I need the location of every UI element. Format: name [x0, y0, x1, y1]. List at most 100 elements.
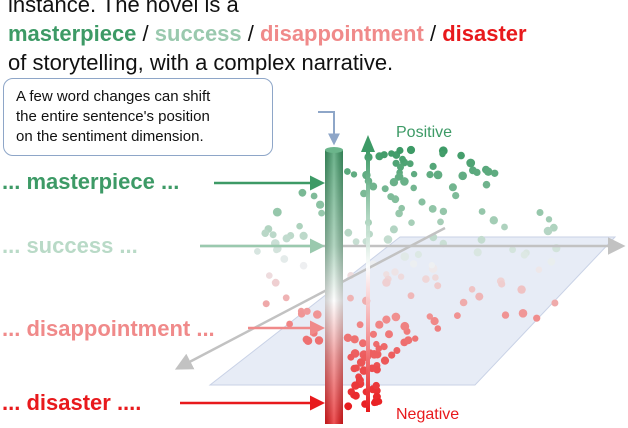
- embedding-point: [393, 347, 401, 354]
- embedding-point: [458, 171, 468, 181]
- word-masterpiece: masterpiece: [8, 21, 137, 46]
- embedding-point: [369, 350, 379, 359]
- embedding-point: [409, 260, 418, 268]
- embedding-point: [406, 160, 414, 168]
- embedding-point: [382, 278, 391, 287]
- embedding-point: [397, 163, 404, 171]
- embedding-point: [428, 205, 437, 213]
- embedding-point: [350, 335, 359, 344]
- embedding-point: [375, 345, 383, 352]
- embedding-point: [389, 178, 399, 187]
- embedding-point: [356, 321, 364, 329]
- embedding-point: [380, 151, 388, 159]
- embedding-point: [360, 189, 368, 198]
- embedding-point: [391, 312, 401, 322]
- embedding-point: [426, 171, 434, 179]
- embedding-point: [303, 336, 313, 345]
- embedding-point: [350, 171, 358, 178]
- word-disaster: disaster: [442, 21, 527, 46]
- embedding-point: [437, 218, 444, 226]
- sentence-line-3: of storytelling, with a complex narrativ…: [8, 50, 394, 75]
- embedding-point: [410, 170, 418, 178]
- embedding-point: [316, 200, 325, 209]
- callout-line-1: A few word changes can shift: [16, 88, 211, 105]
- embedding-point: [475, 292, 484, 301]
- embedding-point: [372, 381, 380, 390]
- embedding-point: [303, 307, 311, 315]
- embedding-point: [391, 268, 399, 276]
- label-masterpiece: ... masterpiece ...: [2, 169, 180, 194]
- embedding-point: [404, 336, 413, 345]
- embedding-point: [282, 234, 291, 243]
- embedding-point: [418, 198, 426, 206]
- embedding-point: [396, 172, 404, 181]
- embedding-point: [452, 192, 460, 200]
- embedding-point: [545, 216, 553, 223]
- embedding-point: [434, 282, 442, 290]
- embedding-point: [454, 312, 461, 319]
- embedding-point: [468, 286, 476, 293]
- embedding-point: [375, 398, 383, 405]
- word-disappointment: disappointment: [260, 21, 424, 46]
- embedding-point: [388, 150, 395, 157]
- embedding-point: [380, 356, 390, 365]
- embedding-point: [517, 285, 526, 294]
- embedding-point: [310, 192, 318, 200]
- embedding-point: [448, 183, 457, 192]
- embedding-point: [535, 266, 543, 274]
- embedding-point: [439, 207, 448, 216]
- embedding-point: [473, 168, 481, 176]
- embedding-point: [344, 402, 353, 411]
- embedding-point: [271, 278, 280, 287]
- embedding-point: [262, 300, 270, 308]
- embedding-point: [299, 261, 308, 270]
- embedding-point: [433, 170, 443, 180]
- embedding-point: [380, 343, 388, 351]
- embedding-point: [347, 294, 354, 302]
- example-sentence: instance. The novel is a masterpiece / s…: [8, 0, 620, 77]
- embedding-point: [518, 309, 528, 318]
- embedding-point: [314, 336, 324, 345]
- embedding-point: [406, 145, 416, 155]
- embedding-point: [434, 325, 442, 332]
- embedding-point: [359, 339, 367, 348]
- callout-box: A few word changes can shift the entire …: [3, 78, 273, 156]
- embedding-point: [422, 275, 430, 283]
- embedding-point: [400, 252, 410, 261]
- embedding-point: [398, 204, 406, 212]
- embedding-point: [369, 182, 378, 191]
- embedding-point: [343, 333, 353, 342]
- embedding-point: [407, 292, 415, 300]
- embedding-point: [399, 155, 406, 163]
- embedding-point: [344, 228, 353, 237]
- sentence-line-1: instance. The novel is a: [8, 0, 239, 17]
- embedding-point: [491, 169, 499, 177]
- embedding-point: [387, 193, 395, 201]
- embedding-point: [400, 321, 410, 331]
- sentence-pillar: [325, 147, 343, 424]
- embedding-point: [408, 219, 415, 226]
- embedding-point: [543, 226, 553, 236]
- embedding-point: [395, 209, 403, 218]
- embedding-point: [351, 391, 360, 400]
- embedding-point: [269, 231, 277, 239]
- positive-arrow-icon: [361, 135, 375, 152]
- label-success: ... success ...: [2, 233, 138, 258]
- sentiment-axis: [366, 150, 370, 412]
- embedding-point: [344, 168, 351, 175]
- embedding-point: [352, 238, 360, 246]
- embedding-point: [383, 235, 393, 244]
- embedding-point: [286, 320, 293, 328]
- embedding-point: [385, 330, 393, 339]
- embedding-point: [410, 184, 418, 192]
- embedding-point: [375, 320, 384, 329]
- embedding-point: [484, 167, 493, 176]
- negative-label: Negative: [396, 406, 460, 423]
- embedding-point: [509, 246, 516, 254]
- embedding-point: [426, 313, 433, 320]
- embedding-point: [498, 280, 506, 288]
- embedding-point: [280, 255, 289, 263]
- embedding-point: [414, 250, 422, 259]
- embedding-point: [457, 151, 465, 160]
- embedding-point: [389, 225, 398, 234]
